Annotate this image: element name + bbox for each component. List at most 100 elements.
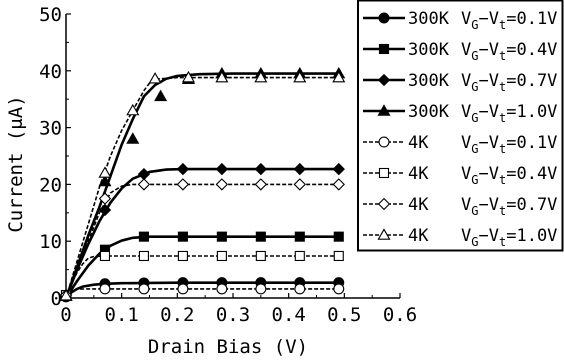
legend-part: 0.4V — [516, 40, 557, 60]
legend-marker — [378, 167, 390, 179]
data-point — [332, 162, 345, 176]
legend-part: − — [478, 71, 488, 91]
series-line — [64, 235, 339, 299]
legend-part: V — [489, 40, 499, 60]
x-tick-label: 0.2 — [160, 304, 194, 326]
legend-part: 0.7V — [516, 195, 557, 215]
data-point — [99, 250, 111, 262]
data-point — [138, 283, 150, 295]
data-point — [138, 250, 149, 262]
series-line — [65, 255, 339, 299]
legend-temp: 4K — [408, 164, 429, 184]
legend-subscript: t — [499, 49, 506, 63]
legend-part: = — [506, 226, 516, 246]
legend-part: − — [478, 40, 488, 60]
legend-entry: 4K VG−Vt=0.1V — [363, 133, 557, 156]
legend-subscript: G — [471, 80, 478, 94]
data-point — [254, 178, 268, 191]
legend-entry: 300K VG−Vt=0.4V — [363, 40, 557, 63]
y-axis-title-part-2: A) — [5, 95, 27, 118]
data-point — [154, 89, 168, 102]
data-point — [332, 178, 345, 191]
legend-marker — [378, 12, 390, 24]
legend-part: V — [461, 102, 471, 122]
legend-entry: 4K VG−Vt=0.4V — [363, 164, 557, 187]
legend-entry: 4K VG−Vt=1.0V — [363, 226, 557, 249]
data-point — [98, 192, 112, 205]
legend-part: V — [489, 9, 499, 29]
data-point — [254, 162, 268, 176]
data-point — [177, 231, 188, 242]
legend-entry: 300K VG−Vt=1.0V — [363, 102, 557, 125]
x-tick-label: 0.4 — [272, 304, 306, 326]
legend-bias-expr: VG−Vt=0.1V — [461, 133, 557, 156]
legend-part: = — [506, 102, 516, 122]
y-tick-label: 0 — [51, 288, 62, 310]
legend-temp: 4K — [408, 133, 429, 153]
data-point — [293, 162, 306, 176]
legend-part: V — [461, 133, 471, 153]
legend-subscript: G — [471, 18, 478, 32]
y-tick-label: 40 — [39, 61, 62, 83]
legend-subscript: t — [499, 142, 506, 156]
legend-temp: 300K — [408, 71, 450, 91]
legend-subscript: t — [499, 173, 506, 187]
data-point — [216, 283, 228, 295]
data-point — [176, 178, 190, 191]
legend-part: − — [478, 195, 488, 215]
legend-marker — [378, 43, 390, 55]
x-axis-title: Drain Bias (V) — [148, 336, 308, 358]
data-point — [254, 70, 268, 83]
data-point — [332, 70, 346, 83]
legend-part: 0.1V — [516, 133, 557, 153]
legend-part: − — [478, 226, 488, 246]
data-point — [148, 72, 162, 84]
data-point — [216, 231, 227, 242]
legend-part: V — [489, 133, 499, 153]
legend-subscript: G — [471, 49, 478, 63]
data-point — [293, 178, 306, 191]
data-point — [137, 167, 151, 181]
data-point — [177, 250, 188, 262]
data-point — [294, 283, 306, 295]
legend-part: − — [478, 133, 488, 153]
data-point — [215, 162, 229, 176]
y-tick-label: 10 — [39, 231, 62, 253]
data-point — [98, 166, 112, 178]
legend-temp: 300K — [408, 40, 450, 60]
legend-part: 1.0V — [516, 102, 557, 122]
legend-part: V — [489, 71, 499, 91]
series-line — [65, 288, 339, 299]
x-tick-label: 0.3 — [216, 304, 250, 326]
legend-part: V — [461, 226, 471, 246]
legend-subscript: t — [499, 204, 506, 218]
legend-part: 0.7V — [516, 71, 557, 91]
legend-marker — [377, 73, 391, 87]
legend-part: V — [489, 226, 499, 246]
legend-entry: 300K VG−Vt=0.1V — [363, 9, 557, 32]
data-point — [333, 231, 344, 242]
legend-part: = — [506, 71, 516, 91]
legend-part: 1.0V — [516, 226, 557, 246]
legend-subscript: t — [499, 18, 506, 32]
legend-bias-expr: VG−Vt=0.4V — [461, 164, 557, 187]
legend-bias-expr: VG−Vt=0.1V — [461, 9, 557, 32]
series-layer — [59, 66, 346, 303]
legend-part: − — [478, 102, 488, 122]
series-4K-0.7V — [59, 178, 345, 302]
legend-bias-expr: VG−Vt=1.0V — [461, 102, 557, 125]
y-tick-label: 50 — [39, 4, 62, 26]
legend-part: V — [461, 71, 471, 91]
y-tick-label: 30 — [39, 118, 62, 140]
data-point — [255, 250, 266, 262]
legend-bias-expr: VG−Vt=0.4V — [461, 40, 557, 63]
data-point — [176, 162, 190, 176]
data-point — [99, 283, 111, 295]
legend-part: = — [506, 164, 516, 184]
data-point — [177, 283, 189, 295]
data-point — [333, 283, 345, 295]
legend-temp: 4K — [408, 226, 429, 246]
series-line — [65, 183, 339, 299]
legend-entry: 4K VG−Vt=0.7V — [363, 195, 557, 218]
